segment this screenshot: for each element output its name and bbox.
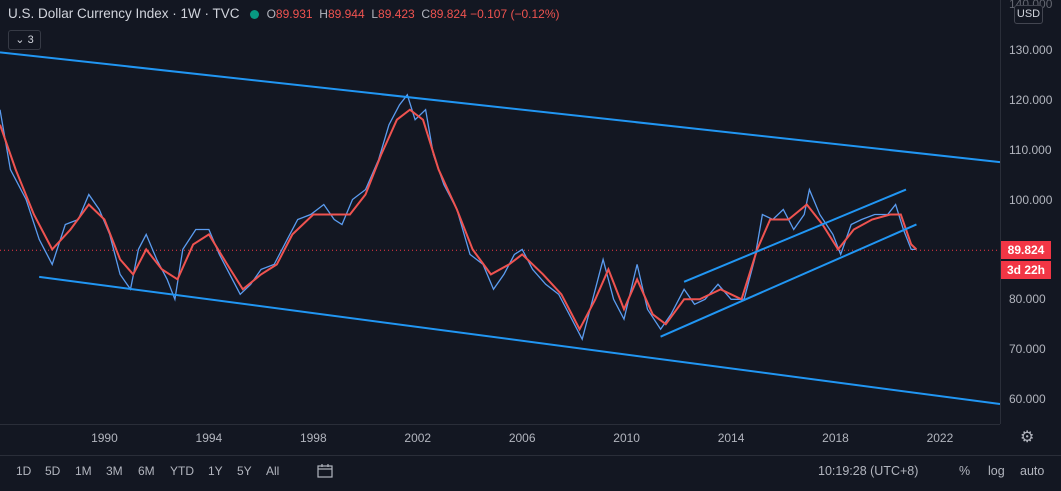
time-tick-label: 2010 [613, 431, 640, 445]
market-status-icon [249, 9, 259, 19]
time-tick-label: 2014 [717, 431, 745, 445]
range-1d-button[interactable]: 1D [16, 464, 32, 478]
price-axis[interactable]: 140.000130.000120.000110.000100.00090.00… [1000, 0, 1061, 424]
price-tick-label: 70.000 [1009, 342, 1046, 357]
moving-average-line [0, 108, 918, 332]
time-tick-label: 1994 [195, 431, 223, 445]
time-tick-label: 1998 [299, 431, 327, 445]
range-6m-button[interactable]: 6M [138, 464, 155, 478]
time-axis[interactable]: 1990 1994 1998 2002 2006 2010 2014 2018 2022 [0, 424, 1000, 455]
last-price-tag: 89.824 [1001, 241, 1051, 260]
time-tick-label: 2006 [508, 431, 536, 445]
range-1m-button[interactable]: 1M [75, 464, 92, 478]
range-5y-button[interactable]: 5Y [237, 464, 252, 478]
percent-scale-button[interactable]: % [959, 464, 971, 478]
chevron-down-icon: ⌄ [15, 34, 25, 46]
price-tick-label: 130.000 [1009, 42, 1053, 57]
range-all-button[interactable]: All [266, 464, 280, 478]
log-scale-button[interactable]: log [988, 464, 1005, 478]
bottom-toolbar: 1D 5D 1M 3M 6M YTD 1Y 5Y All 10:19:28 (U… [0, 455, 1061, 491]
price-chart-svg [0, 51, 1000, 406]
range-3m-button[interactable]: 3M [106, 464, 123, 478]
close-value: 89.824 [430, 7, 467, 21]
countdown-tag: 3d 22h [1001, 261, 1051, 280]
symbol-title[interactable]: U.S. Dollar Currency Index · 1W · TVC [8, 6, 240, 21]
open-value: 89.931 [275, 7, 313, 21]
price-tick-label: 80.000 [1009, 292, 1046, 307]
price-tick-label: 60.000 [1009, 392, 1046, 407]
price-series-line [0, 93, 917, 341]
chart-plot-area[interactable] [0, 0, 1000, 424]
high-value: 89.944 [327, 7, 365, 21]
indicators-toggle-button[interactable]: ⌄ 3 [8, 30, 41, 50]
low-value: 89.423 [378, 7, 415, 21]
time-tick-label: 2022 [926, 431, 954, 445]
price-tick-label: 120.000 [1009, 92, 1053, 107]
trend-line-4 [660, 223, 917, 338]
clock-timezone[interactable]: 10:19:28 (UTC+8) [818, 464, 919, 478]
range-ytd-button[interactable]: YTD [170, 464, 194, 478]
auto-scale-button[interactable]: auto [1020, 464, 1045, 478]
symbol-legend: U.S. Dollar Currency Index · 1W · TVC O89… [8, 6, 560, 21]
calendar-goto-icon[interactable] [317, 464, 333, 478]
time-tick-label: 1990 [91, 431, 118, 445]
change-value: −0.107 (−0.12%) [470, 7, 560, 21]
trend-line-3 [683, 188, 907, 283]
range-1y-button[interactable]: 1Y [208, 464, 223, 478]
range-5d-button[interactable]: 5D [45, 464, 61, 478]
indicator-count: 3 [27, 34, 34, 46]
price-tick-label: 100.000 [1009, 192, 1053, 207]
time-tick-label: 2002 [404, 431, 432, 445]
gear-icon[interactable]: ⚙ [1020, 429, 1035, 446]
time-tick-label: 2018 [822, 431, 849, 445]
low-label: L [371, 7, 379, 21]
trend-line-2 [39, 275, 1000, 406]
open-label: O [266, 7, 276, 21]
high-label: H [319, 7, 328, 21]
currency-badge[interactable]: USD [1014, 5, 1043, 24]
close-label: C [421, 7, 431, 21]
trend-line-1 [0, 51, 1000, 164]
price-tick-label: 110.000 [1009, 142, 1052, 157]
